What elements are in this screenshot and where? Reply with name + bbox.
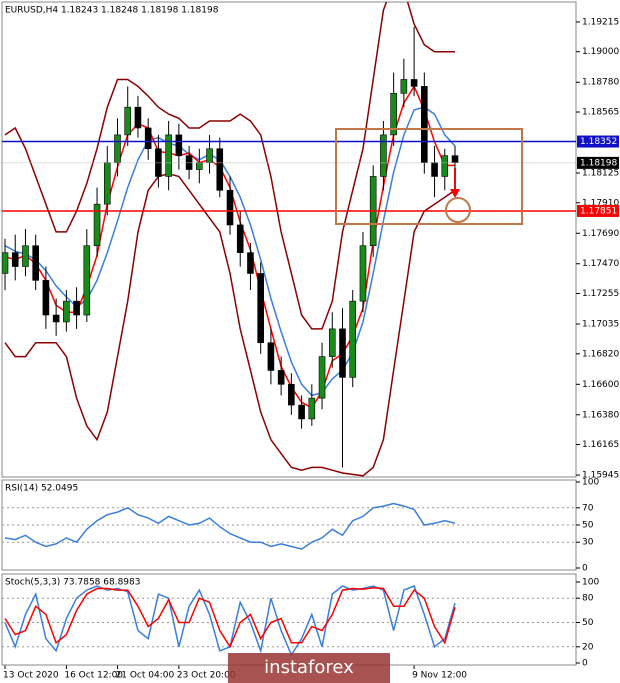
y-tick-label: 100 — [582, 578, 599, 588]
candle-body — [421, 86, 428, 163]
candle-body — [22, 245, 29, 267]
candle-body — [410, 79, 418, 87]
y-tick-label: 100 — [582, 478, 599, 488]
y-tick-label: 20 — [582, 642, 594, 652]
zone-box — [335, 128, 523, 225]
y-tick-label: 1.18780 — [582, 78, 619, 88]
plot-area — [2, 2, 576, 477]
y-tick-label: 1.18125 — [582, 168, 619, 178]
plot-area — [2, 502, 576, 550]
candle-body — [52, 314, 60, 323]
candle-body — [134, 106, 142, 129]
price-label-box — [577, 135, 619, 148]
y-tick-label: 0 — [582, 564, 588, 574]
y-tick-label: 1.17255 — [582, 289, 619, 299]
candle-body — [349, 300, 357, 378]
candle-body — [257, 273, 264, 344]
panel-frame — [1, 1, 577, 478]
candle-body — [206, 148, 213, 163]
candle-body — [175, 134, 183, 156]
panel-title: RSI(14) 52.0495 — [5, 484, 78, 494]
candle-body — [144, 127, 152, 150]
y-tick-label: 1.16820 — [582, 349, 619, 359]
y-tick-label: 1.15945 — [582, 471, 619, 481]
y-tick-label: 1.19000 — [582, 47, 619, 57]
candle-body — [155, 148, 162, 177]
y-tick-label: 1.16600 — [582, 380, 619, 390]
candle-body — [288, 384, 295, 406]
candle-body — [83, 245, 91, 316]
candle-body — [451, 155, 459, 163]
x-tick-label: 23 Oct 20:00 — [177, 671, 236, 681]
candle-body — [165, 134, 172, 177]
candle-body — [226, 190, 234, 226]
indicator-line — [4, 586, 456, 649]
candle-body — [359, 245, 367, 302]
y-tick-label: 70 — [582, 503, 594, 513]
candle-body — [339, 328, 346, 378]
y-tick-label: 1.17910 — [582, 198, 619, 208]
candle-body — [318, 356, 326, 399]
x-tick-label: 21 Oct 04:00 — [116, 671, 175, 681]
candle-body — [93, 203, 101, 247]
candle-body — [441, 155, 449, 177]
candle-body — [400, 79, 408, 94]
y-tick-label: 1.17035 — [582, 320, 619, 330]
y-tick-label: 1.18565 — [582, 108, 619, 118]
candle-body — [42, 280, 50, 316]
indicator-line — [4, 2, 455, 330]
candle-body — [114, 134, 121, 163]
price-label-box — [577, 204, 619, 217]
y-tick-label: 1.16165 — [582, 440, 619, 450]
candle-body — [103, 162, 111, 205]
candle-body — [298, 404, 305, 420]
candle-body — [308, 397, 316, 420]
target-circle — [445, 197, 471, 223]
arrow-head — [450, 189, 460, 198]
y-tick-label: 80 — [582, 594, 594, 604]
candle-body — [2, 252, 9, 274]
x-tick-label: 13 Oct 2020 — [3, 671, 59, 681]
candle-body — [328, 328, 336, 357]
y-tick-label: 1.17690 — [582, 229, 619, 239]
candle-body — [73, 300, 80, 316]
x-tick-label: 9 Nov 12:00 — [412, 671, 467, 681]
price-label-box — [577, 156, 619, 169]
y-tick-label: 1.19215 — [582, 17, 619, 27]
panel-title: EURUSD,H4 1.18243 1.18248 1.18198 1.1819… — [5, 6, 219, 16]
watermark: instaforex — [264, 657, 354, 678]
candle-body — [124, 106, 132, 136]
candle-body — [380, 134, 387, 177]
candle-body — [247, 252, 254, 274]
candle-body — [185, 155, 193, 170]
y-tick-label: 1.17470 — [582, 259, 619, 269]
price-label: 1.18352 — [580, 137, 617, 147]
indicator-line — [4, 502, 456, 550]
candle-body — [267, 342, 275, 371]
y-tick-label: 0 — [582, 659, 588, 669]
price-label: 1.17851 — [580, 206, 617, 216]
candle-body — [216, 148, 224, 191]
x-tick-label: 16 Oct 12:00 — [64, 671, 123, 681]
y-tick-label: 30 — [582, 538, 594, 548]
price-label: 1.18198 — [580, 158, 617, 168]
candle-body — [277, 370, 285, 385]
plot-area — [2, 585, 576, 657]
y-tick-label: 50 — [582, 618, 594, 628]
y-tick-label: 1.16380 — [582, 410, 619, 420]
candle-body — [63, 300, 70, 323]
candle-body — [431, 162, 438, 177]
indicator-line — [4, 172, 456, 477]
y-tick-label: 50 — [582, 521, 594, 531]
watermark-box — [228, 653, 390, 683]
candle-body — [32, 245, 39, 281]
candle-body — [236, 224, 244, 253]
candle-body — [390, 93, 397, 136]
candle-body — [11, 252, 19, 267]
panel-title: Stoch(5,3,3) 73.7858 68.8983 — [5, 578, 140, 588]
candle-body — [196, 162, 203, 170]
